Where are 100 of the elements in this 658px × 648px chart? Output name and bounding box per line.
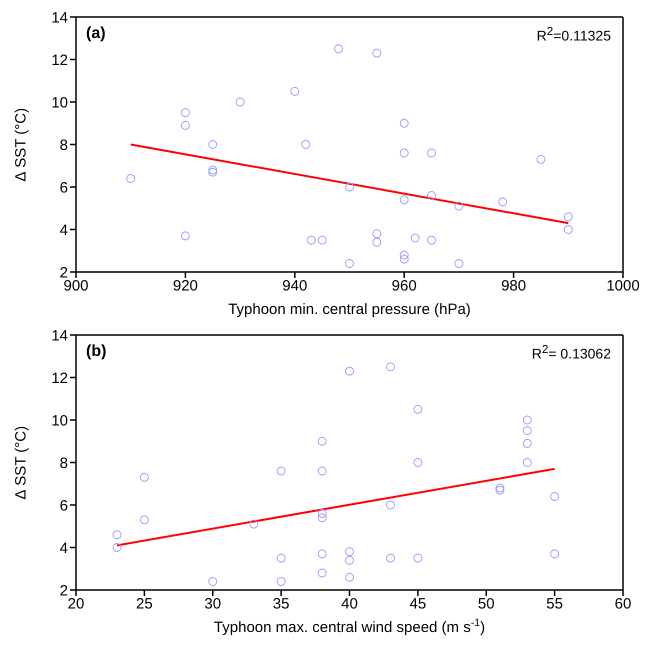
point xyxy=(550,549,560,558)
point xyxy=(345,556,354,565)
x-tick-label: 40 xyxy=(341,596,358,613)
point xyxy=(495,486,504,495)
point xyxy=(140,515,149,524)
point xyxy=(112,543,122,552)
point xyxy=(290,86,300,96)
y-tick-label: 8 xyxy=(60,136,68,154)
point xyxy=(427,191,436,200)
point xyxy=(400,148,409,158)
point xyxy=(236,98,245,106)
y-tick-label: 6 xyxy=(60,179,68,196)
annotation: R$^{2}$= 0.13062 xyxy=(532,343,611,362)
point xyxy=(427,148,436,158)
x-tick-label: 25 xyxy=(136,596,153,613)
point xyxy=(249,520,258,529)
point xyxy=(522,426,532,436)
point xyxy=(318,568,327,578)
point xyxy=(208,140,218,149)
point xyxy=(564,225,573,234)
point xyxy=(400,118,409,128)
point xyxy=(400,250,409,260)
point xyxy=(318,509,327,518)
point xyxy=(345,182,354,192)
point xyxy=(318,436,327,446)
point xyxy=(400,195,409,204)
x-tick-label: 30 xyxy=(204,596,222,613)
point xyxy=(400,254,409,264)
x-axis-title: Typhoon min. central pressure (hPa) xyxy=(228,301,471,318)
point xyxy=(372,48,382,58)
point xyxy=(276,577,286,586)
point xyxy=(208,168,218,177)
point xyxy=(180,231,190,240)
x-tick-label: 920 xyxy=(172,278,198,295)
point xyxy=(276,466,286,476)
point xyxy=(454,202,464,211)
point xyxy=(413,554,422,563)
point xyxy=(522,416,532,424)
y-tick-label: 10 xyxy=(51,412,68,430)
y-tick-label: 14 xyxy=(51,327,68,344)
y-tick-label: 12 xyxy=(51,370,68,387)
point xyxy=(180,120,190,130)
x-tick-label: 55 xyxy=(546,596,563,613)
point xyxy=(208,577,218,586)
x-tick-label: 50 xyxy=(478,596,495,613)
point xyxy=(345,259,354,268)
y-tick-label: 2 xyxy=(60,582,68,600)
point xyxy=(495,484,504,492)
y-tick-label: 4 xyxy=(60,540,68,557)
point xyxy=(301,140,310,149)
point xyxy=(386,500,395,510)
point xyxy=(498,197,508,206)
point xyxy=(386,554,395,563)
point xyxy=(410,234,420,242)
annotation: (b) xyxy=(86,343,106,361)
point xyxy=(318,549,327,558)
y-axis-title: ∆ SST (°C) xyxy=(12,426,30,500)
point xyxy=(276,554,286,563)
point xyxy=(318,466,327,476)
annotation: (a) xyxy=(86,25,106,43)
x-tick-label: 20 xyxy=(68,596,84,613)
y-axis-title: ∆ SST (°C) xyxy=(12,108,30,182)
point xyxy=(112,530,122,540)
point xyxy=(372,229,382,238)
point xyxy=(564,212,573,222)
x-tick-label: 35 xyxy=(272,596,290,613)
y-tick-label: 8 xyxy=(60,454,68,472)
point xyxy=(345,547,354,556)
y-tick-label: 14 xyxy=(51,9,68,26)
x-tick-label: 45 xyxy=(410,596,426,613)
x-tick-label: 940 xyxy=(282,278,308,295)
y-tick-label: 4 xyxy=(60,222,68,239)
point xyxy=(208,166,218,174)
point xyxy=(522,438,532,448)
point xyxy=(345,366,354,376)
annotation: R$^{2}$=0.11325 xyxy=(536,25,611,44)
y-tick-label: 12 xyxy=(51,52,68,69)
point xyxy=(140,472,149,482)
point xyxy=(345,572,354,582)
x-tick-label: 60 xyxy=(614,596,632,613)
point xyxy=(318,513,327,522)
point xyxy=(550,492,560,501)
point xyxy=(318,236,327,245)
point xyxy=(372,238,382,247)
x-tick-label: 980 xyxy=(501,278,526,295)
point xyxy=(180,108,190,118)
point xyxy=(306,236,316,245)
point xyxy=(334,44,344,54)
point xyxy=(427,236,436,245)
point xyxy=(454,259,464,268)
x-tick-label: 960 xyxy=(392,278,417,295)
point xyxy=(522,458,532,467)
point xyxy=(126,174,136,183)
point xyxy=(386,362,395,372)
point xyxy=(536,154,546,164)
y-tick-label: 10 xyxy=(51,94,68,112)
point xyxy=(413,404,422,414)
x-tick-label: 1000 xyxy=(606,278,640,295)
point xyxy=(413,458,422,467)
y-tick-label: 6 xyxy=(60,497,68,514)
